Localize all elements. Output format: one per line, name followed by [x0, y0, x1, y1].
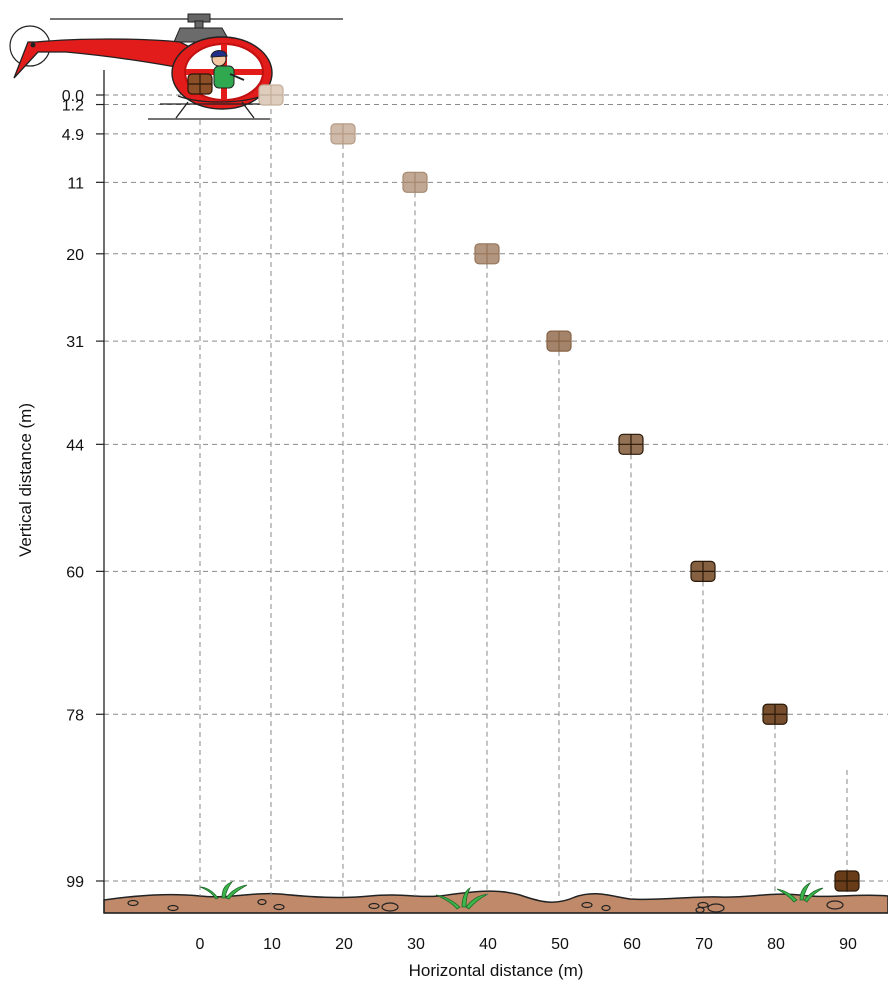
x-tick-label: 50	[551, 936, 569, 953]
y-tick-label: 1.2	[62, 98, 84, 115]
y-tick-label: 60	[66, 564, 84, 581]
x-tick-label: 90	[839, 936, 857, 953]
tail-boom	[13, 38, 193, 79]
pebbles	[127, 898, 844, 914]
drop-lines	[199, 100, 848, 896]
package	[330, 123, 356, 145]
y-tick-label: 99	[66, 874, 84, 891]
tail-hub	[30, 42, 36, 48]
x-tick-label: 30	[407, 936, 425, 953]
x-tick-label: 80	[767, 936, 785, 953]
helicopter	[9, 13, 343, 120]
y-tick-labels: 0.01.2 4.9 11 20 31 44 60 78 99	[62, 88, 84, 891]
package	[546, 330, 572, 352]
package	[762, 703, 788, 725]
y-tick-marks	[96, 94, 104, 882]
y-tick-label: 4.9	[62, 127, 84, 144]
x-tick-label: 40	[479, 936, 497, 953]
grass-tuft	[435, 886, 489, 910]
x-tick-label: 0	[196, 936, 205, 953]
landing-skids	[148, 101, 270, 120]
package	[474, 243, 500, 265]
y-tick-label: 0.0	[62, 88, 84, 105]
package	[690, 560, 716, 582]
x-tick-labels: 0 10 20 30 40 50 60 70 80 90	[196, 936, 857, 953]
y-tick-label: 31	[66, 334, 84, 351]
package	[258, 84, 284, 106]
ground-soil	[103, 890, 888, 914]
x-axis-title: Horizontal distance (m)	[409, 961, 584, 980]
x-tick-label: 70	[695, 936, 713, 953]
ground	[103, 881, 888, 914]
package	[187, 73, 213, 95]
packages	[187, 73, 860, 892]
y-tick-label: 44	[66, 437, 84, 454]
x-tick-label: 10	[263, 936, 281, 953]
y-tick-label: 11	[67, 175, 84, 192]
package	[618, 433, 644, 455]
grass-tufts	[199, 881, 824, 910]
pilot	[210, 50, 245, 89]
grass-tuft	[776, 881, 824, 903]
y-tick-label: 20	[66, 247, 84, 264]
package	[834, 870, 860, 892]
horizontal-gridlines	[104, 94, 888, 882]
x-tick-label: 20	[335, 936, 353, 953]
y-tick-label: 78	[66, 707, 84, 724]
package	[402, 171, 428, 193]
cabin-floor	[177, 95, 263, 103]
y-axis-title: Vertical distance (m)	[16, 403, 35, 557]
x-tick-label: 60	[623, 936, 641, 953]
